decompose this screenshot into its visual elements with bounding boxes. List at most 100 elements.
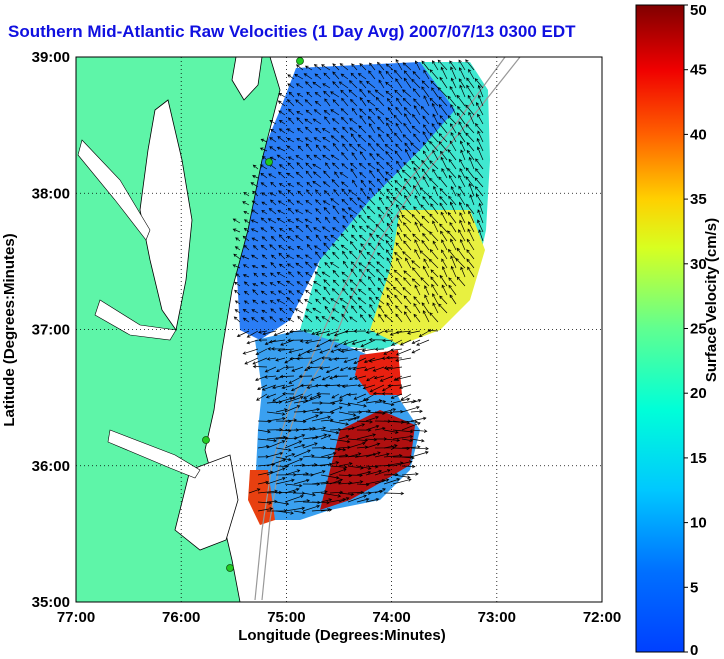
- velocity-vector: [440, 211, 448, 224]
- velocity-vector: [395, 277, 403, 287]
- velocity-vector: [315, 199, 322, 206]
- velocity-vector: [261, 309, 268, 314]
- velocity-vector: [402, 97, 412, 107]
- velocity-vector: [306, 91, 313, 98]
- velocity-vector: [369, 187, 376, 197]
- velocity-vector: [438, 303, 448, 314]
- velocity-vector: [251, 317, 259, 323]
- velocity-vector: [266, 416, 286, 422]
- velocity-vector: [347, 402, 367, 408]
- velocity-vector: [385, 150, 394, 161]
- velocity-vector: [287, 199, 295, 206]
- velocity-vector: [376, 153, 385, 161]
- velocity-vector: [296, 117, 304, 125]
- velocity-vector: [264, 375, 277, 379]
- velocity-vector: [477, 209, 484, 224]
- velocity-vector: [404, 142, 412, 152]
- velocity-vector: [251, 209, 259, 215]
- velocity-vector: [351, 152, 358, 161]
- velocity-vector: [315, 330, 331, 336]
- velocity-vector: [458, 131, 466, 143]
- velocity-vector: [284, 506, 306, 512]
- velocity-vector: [411, 125, 421, 134]
- velocity-vector: [351, 63, 358, 71]
- x-tick-labels: 77:00 76:00 75:00 74:00 73:00 72:00: [57, 609, 621, 626]
- velocity-vector: [270, 254, 277, 260]
- velocity-vector: [459, 167, 466, 179]
- velocity-vector: [251, 309, 259, 314]
- radar-station-marker: [265, 158, 273, 166]
- velocity-vector: [449, 60, 457, 71]
- velocity-vector: [431, 283, 439, 296]
- velocity-vector: [406, 330, 421, 335]
- velocity-vector: [278, 190, 286, 197]
- velocity-vector: [393, 69, 403, 80]
- velocity-vector: [468, 111, 475, 125]
- velocity-vector: [279, 374, 295, 379]
- velocity-vector: [393, 114, 403, 125]
- velocity-vector: [306, 181, 313, 188]
- velocity-vector: [466, 258, 475, 269]
- velocity-vector: [257, 489, 279, 494]
- velocity-vector: [275, 478, 295, 485]
- velocity-vector: [458, 229, 466, 242]
- velocity-vector: [385, 240, 394, 251]
- velocity-vector: [297, 299, 304, 305]
- velocity-vector: [450, 123, 457, 134]
- velocity-vector: [259, 164, 268, 170]
- velocity-vector: [441, 249, 448, 260]
- velocity-vector: [374, 410, 394, 415]
- velocity-vector: [349, 295, 358, 305]
- velocity-vector: [252, 357, 268, 365]
- velocity-vector: [322, 83, 331, 89]
- velocity-vector: [251, 237, 259, 242]
- velocity-vector: [369, 384, 385, 393]
- velocity-vector: [332, 99, 340, 107]
- velocity-vector: [269, 199, 277, 206]
- velocity-vector: [439, 295, 448, 305]
- velocity-vector: [243, 300, 250, 305]
- pamlico-sound: [174, 454, 239, 551]
- velocity-vector: [374, 488, 386, 494]
- velocity-vector: [252, 299, 259, 305]
- velocity-vector: [404, 178, 412, 188]
- velocity-vector: [403, 162, 412, 170]
- velocity-vector: [359, 151, 367, 161]
- velocity-vector: [394, 294, 403, 305]
- velocity-vector: [410, 409, 423, 414]
- velocity-vector: [438, 141, 448, 152]
- velocity-vector: [304, 126, 313, 134]
- velocity-vector: [287, 183, 295, 188]
- velocity-vector: [276, 154, 286, 161]
- velocity-vector: [352, 179, 358, 188]
- velocity-vector: [293, 463, 306, 467]
- velocity-vector: [313, 263, 322, 269]
- velocity-vector: [257, 429, 271, 434]
- velocity-vector: [276, 299, 286, 305]
- velocity-vector: [234, 289, 241, 296]
- velocity-vector: [349, 279, 358, 287]
- velocity-vector: [270, 291, 277, 296]
- velocity-vector: [476, 137, 484, 152]
- velocity-vector: [329, 420, 350, 426]
- velocity-vector: [278, 244, 286, 251]
- velocity-vector: [329, 406, 343, 413]
- velocity-vector: [376, 143, 385, 152]
- velocity-vector: [338, 462, 353, 467]
- velocity-vector: [475, 193, 484, 206]
- velocity-vector: [321, 316, 331, 323]
- velocity-vector: [437, 59, 448, 71]
- velocity-vector: [311, 330, 322, 336]
- velocity-vector: [331, 118, 340, 125]
- velocity-vector: [323, 279, 331, 287]
- velocity-vector: [327, 338, 340, 342]
- velocity-vector: [341, 188, 349, 197]
- velocity-vector: [320, 480, 342, 485]
- velocity-vector: [311, 500, 331, 505]
- velocity-vector: [478, 229, 484, 242]
- velocity-vector: [324, 305, 331, 314]
- velocity-vector: [423, 124, 430, 134]
- colorbar-gradient: [635, 4, 685, 653]
- velocity-vector: [315, 298, 322, 305]
- velocity-vector: [368, 314, 376, 323]
